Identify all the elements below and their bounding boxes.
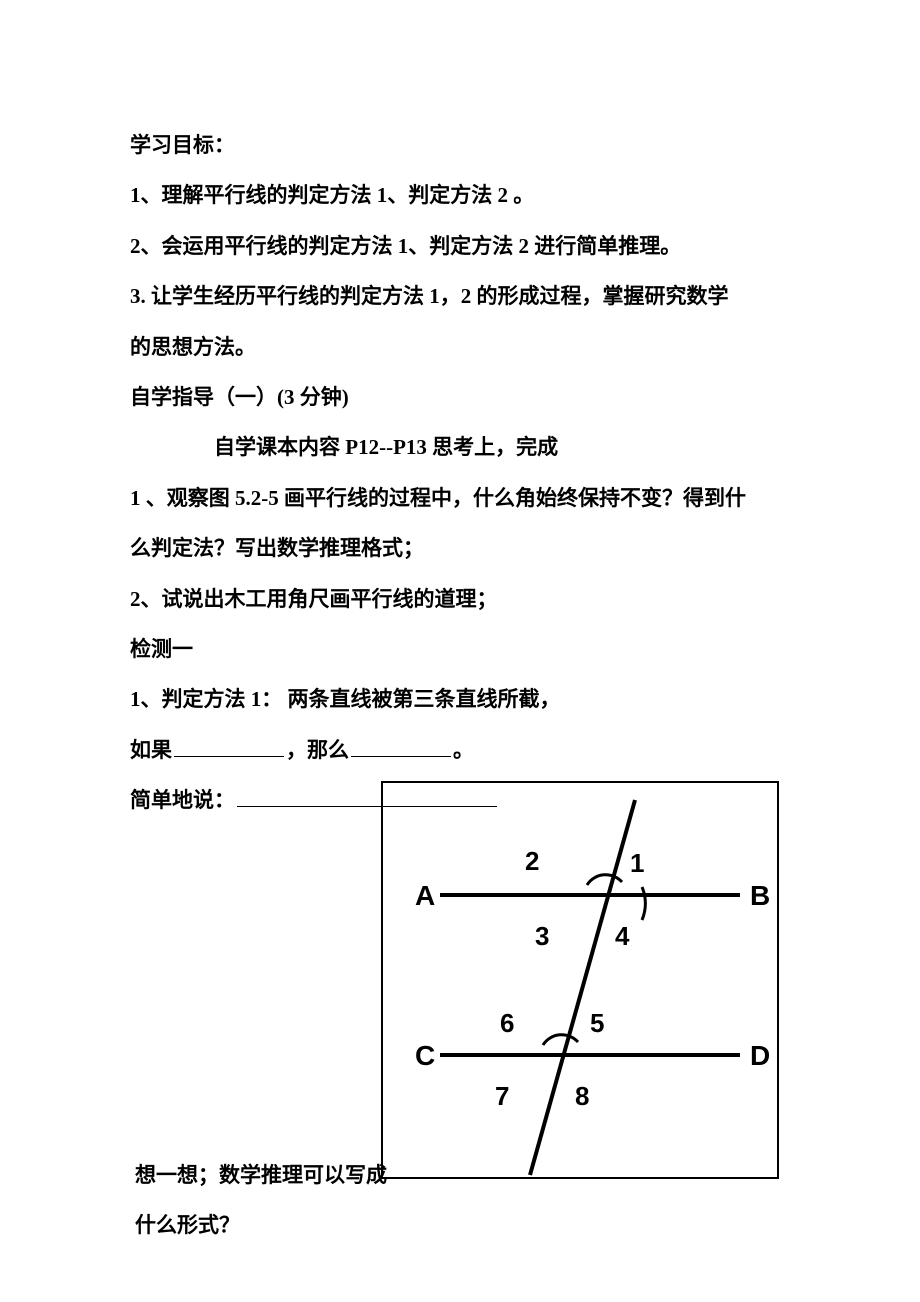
blank-1 [174,735,284,757]
goal-3-line2: 的思想方法。 [130,322,790,372]
label-7: 7 [495,1081,509,1111]
test-2: 如果 ，那么 。 [130,725,790,775]
guide-title: 自学指导（一）(3 分钟) [130,372,790,422]
label-d: D [750,1040,770,1071]
t2-mid: ，那么 [286,738,349,762]
parallel-lines-diagram: A B C D 2 1 3 4 6 5 7 8 [380,780,780,1180]
label-2: 2 [525,846,539,876]
label-b: B [750,880,770,911]
t3-prefix: 简单地说： [130,788,235,812]
test-1: 1、判定方法 1： 两条直线被第三条直线所截， [130,674,790,724]
q1-line1: 1 、观察图 5.2-5 画平行线的过程中，什么角始终保持不变？得到什 [130,473,790,523]
label-c: C [415,1040,435,1071]
q1-line2: 么判定法？写出数学推理格式； [130,523,790,573]
t2-suffix: 。 [453,738,474,762]
label-4: 4 [615,921,630,951]
label-8: 8 [575,1081,589,1111]
goal-1: 1、理解平行线的判定方法 1、判定方法 2 。 [130,170,790,220]
q2: 2、试说出木工用角尺画平行线的道理； [130,574,790,624]
label-a: A [415,880,435,911]
test-title: 检测一 [130,624,790,674]
bottom-text: 想一想；数学推理可以写成 什么形式？ [135,1150,387,1251]
label-1: 1 [630,848,644,878]
heading: 学习目标： [130,120,790,170]
bottom-line1: 想一想；数学推理可以写成 [135,1150,387,1200]
blank-2 [351,735,451,757]
goal-3-line1: 3. 让学生经历平行线的判定方法 1，2 的形成过程，掌握研究数学 [130,271,790,321]
label-6: 6 [500,1008,514,1038]
page: 学习目标： 1、理解平行线的判定方法 1、判定方法 2 。 2、会运用平行线的判… [0,0,920,1302]
t2-prefix: 如果 [130,738,172,762]
label-5: 5 [590,1008,604,1038]
goal-2: 2、会运用平行线的判定方法 1、判定方法 2 进行简单推理。 [130,221,790,271]
guide-sub: 自学课本内容 P12--P13 思考上，完成 [130,422,790,472]
bottom-line2: 什么形式？ [135,1200,387,1250]
label-3: 3 [535,921,549,951]
